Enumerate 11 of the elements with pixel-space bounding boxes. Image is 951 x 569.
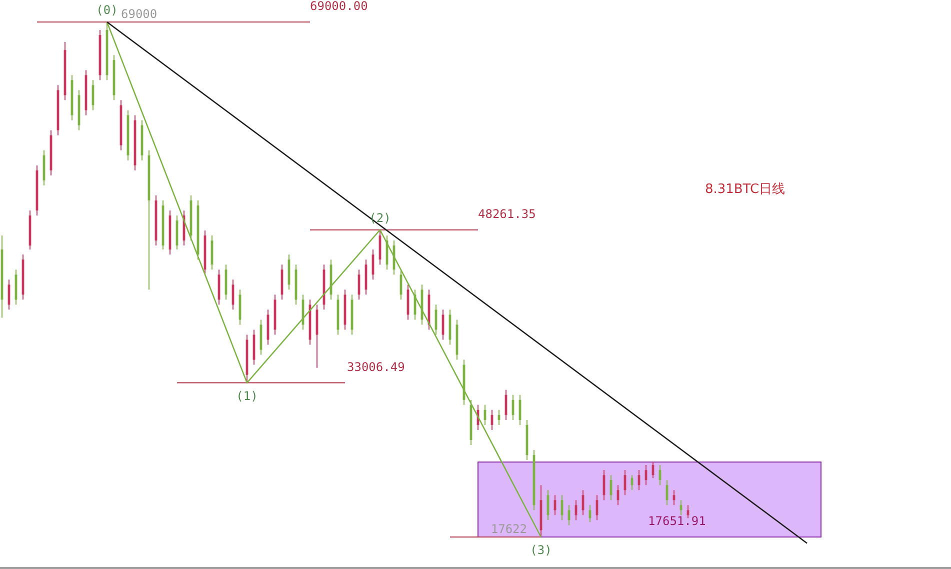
annotation: (2)	[369, 210, 391, 225]
ref-line-label: 33006.49	[347, 360, 405, 374]
annotation: (3)	[530, 543, 552, 557]
annotation: 69000	[121, 7, 158, 21]
band-label: 17651.91	[648, 514, 706, 528]
annotation: 17622	[490, 522, 527, 536]
annotation: (1)	[236, 388, 258, 403]
ref-line-label: 69000.00	[310, 0, 368, 13]
annotation: (0)	[96, 3, 118, 17]
ref-line-label: 48261.35	[478, 206, 536, 221]
text: 8.31BTC日线	[704, 182, 786, 197]
